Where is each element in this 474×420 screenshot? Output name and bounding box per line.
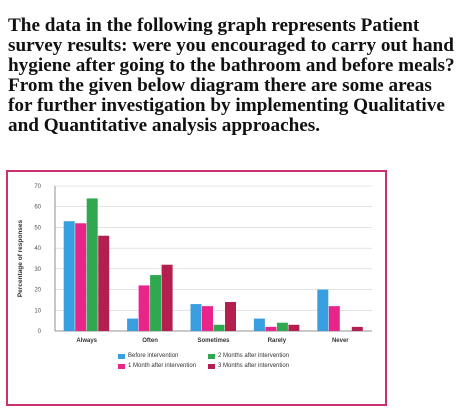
- question-line: survey results: were you encouraged to c…: [8, 35, 454, 56]
- x-tick-label: Never: [332, 338, 349, 344]
- legend-item: 2 Months after intervention: [208, 353, 289, 359]
- bar: [253, 318, 265, 331]
- question-line: for further investigation by implementin…: [8, 95, 445, 116]
- bar: [150, 275, 162, 331]
- bar: [288, 324, 300, 331]
- bar: [202, 306, 213, 331]
- bar: [351, 326, 363, 331]
- bar: [98, 235, 110, 331]
- legend-swatch: [208, 353, 215, 359]
- legend-item: Before intervention: [118, 353, 178, 359]
- bar: [161, 264, 173, 331]
- legend-swatch: [208, 363, 215, 369]
- question-line: The data in the following graph represen…: [8, 16, 420, 36]
- bar: [225, 302, 236, 331]
- x-tick-label: Sometimes: [197, 338, 230, 344]
- y-tick-label: 60: [34, 205, 41, 211]
- chart-frame: [6, 170, 387, 406]
- bar: [213, 324, 225, 331]
- legend-item: 3 Months after intervention: [208, 363, 289, 369]
- x-tick-label: Rarely: [268, 338, 287, 344]
- bar: [328, 306, 340, 331]
- legend-swatch: [118, 353, 125, 359]
- bar: [138, 285, 150, 331]
- chart-legend: Before intervention 1 Month after interv…: [118, 353, 348, 377]
- y-tick-label: 30: [34, 267, 41, 273]
- y-tick-label: 70: [34, 184, 41, 190]
- bar: [317, 289, 329, 331]
- legend-item: 1 Month after intervention: [118, 363, 196, 369]
- bar: [63, 221, 75, 331]
- y-tick-label: 50: [34, 225, 41, 231]
- legend-swatch: [118, 363, 125, 369]
- legend-label: 2 Months after intervention: [218, 353, 290, 359]
- bar: [127, 318, 139, 331]
- y-tick-label: 40: [34, 246, 41, 252]
- x-tick-label: Often: [142, 338, 158, 344]
- question-line: From the given below diagram there are s…: [8, 75, 432, 96]
- legend-label: Before intervention: [128, 353, 179, 359]
- x-tick-label: Always: [76, 338, 97, 344]
- bar: [190, 304, 202, 331]
- y-tick-label: 20: [34, 288, 41, 294]
- bar: [265, 326, 277, 331]
- question-line: and Quantitative analysis approaches.: [8, 115, 321, 136]
- bar: [75, 223, 87, 331]
- question-text: The data in the following graph represen…: [8, 16, 474, 136]
- y-tick-label: 0: [38, 329, 42, 335]
- legend-label: 3 Months after intervention: [218, 363, 290, 369]
- y-tick-label: 10: [34, 308, 41, 314]
- question-line: hygiene after going to the bathroom and …: [8, 55, 455, 76]
- legend-label: 1 Month after intervention: [128, 363, 197, 369]
- y-axis-label: Percentage of responses: [17, 219, 24, 297]
- bar: [86, 198, 98, 331]
- bar: [276, 322, 288, 331]
